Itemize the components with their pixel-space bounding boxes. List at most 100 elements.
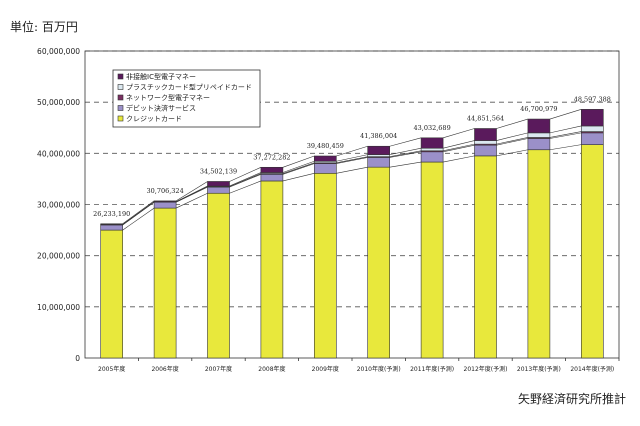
bar-segment-0 bbox=[100, 229, 123, 359]
y-tick-label: 40,000,000 bbox=[37, 149, 80, 158]
series-connector-line bbox=[443, 128, 475, 139]
series-connector-line bbox=[282, 162, 315, 174]
bar-segment-4 bbox=[420, 137, 444, 149]
bar-segment-1 bbox=[100, 224, 123, 231]
total-data-label: 46,700,979 bbox=[520, 105, 557, 113]
legend-label: プラスチックカード型プリペイドカード bbox=[126, 83, 252, 92]
bar-segment-3 bbox=[367, 154, 391, 157]
bar-segment-1 bbox=[367, 157, 391, 168]
bar-segment-1 bbox=[313, 163, 337, 174]
legend-swatch bbox=[117, 105, 124, 111]
bar-segment-0 bbox=[580, 144, 604, 359]
legend-swatch bbox=[117, 94, 124, 101]
bar-segment-3 bbox=[580, 125, 604, 132]
total-data-label: 37,272,282 bbox=[253, 153, 290, 161]
series-connector-line bbox=[229, 174, 262, 188]
series-connector-line bbox=[496, 137, 528, 145]
series-connector-line bbox=[496, 118, 528, 129]
bar-segment-4 bbox=[580, 109, 604, 127]
legend-label: デビット決済サービス bbox=[126, 104, 196, 113]
bar-segment-4 bbox=[367, 145, 391, 155]
bar-segment-1 bbox=[527, 138, 551, 151]
x-tick-label: 2009年度 bbox=[312, 365, 339, 373]
series-connector-line bbox=[122, 200, 155, 225]
y-tick-label: 50,000,000 bbox=[37, 98, 80, 107]
series-connector-line bbox=[282, 160, 315, 173]
x-tick-label: 2006年度 bbox=[151, 365, 178, 373]
legend-swatch bbox=[117, 115, 124, 122]
series-connector-line bbox=[496, 138, 528, 146]
series-connector-line bbox=[549, 144, 582, 151]
bar-segment-4 bbox=[527, 118, 551, 134]
bar-segment-4 bbox=[207, 181, 230, 187]
series-connector-line bbox=[496, 132, 528, 141]
series-connector-line bbox=[336, 154, 368, 162]
series-connector-line bbox=[549, 125, 582, 134]
bar-segment-0 bbox=[313, 172, 337, 359]
series-connector-line bbox=[443, 140, 475, 149]
series-connector-line bbox=[443, 143, 475, 152]
series-connector-line bbox=[229, 180, 262, 194]
source-note: 矢野経済研究所推計 bbox=[517, 392, 626, 406]
legend-box bbox=[112, 69, 261, 128]
series-connector-line bbox=[389, 151, 422, 158]
series-connector-line bbox=[175, 192, 208, 209]
total-data-label: 34,502,139 bbox=[200, 167, 237, 175]
bar-segment-1 bbox=[420, 151, 444, 163]
bar-segment-1 bbox=[260, 174, 284, 182]
series-connector-line bbox=[389, 147, 422, 155]
series-connector-line bbox=[229, 172, 262, 187]
series-connector-line bbox=[389, 150, 422, 157]
series-connector-line bbox=[389, 161, 422, 168]
x-tick-label: 2008年度 bbox=[258, 365, 285, 373]
x-tick-label: 2011年度(予測) bbox=[410, 365, 454, 373]
bar-segment-0 bbox=[207, 192, 230, 359]
bar-segment-3 bbox=[420, 147, 444, 152]
series-connector-line bbox=[282, 155, 315, 168]
bar-segment-3 bbox=[527, 132, 551, 138]
total-data-label: 39,480,459 bbox=[307, 142, 344, 150]
legend-label: ネットワーク型電子マネー bbox=[126, 93, 210, 102]
series-connector-line bbox=[336, 166, 368, 174]
y-tick-label: 20,000,000 bbox=[37, 252, 80, 261]
legend-label: クレジットカード bbox=[126, 115, 182, 123]
series-connector-line bbox=[336, 157, 368, 164]
unit-label: 単位: 百万円 bbox=[10, 20, 78, 34]
y-tick-label: 0 bbox=[75, 354, 80, 363]
x-tick-label: 2014年度(予測) bbox=[570, 365, 614, 373]
bar-segment-0 bbox=[367, 166, 391, 359]
series-connector-line bbox=[389, 137, 422, 147]
bar-segment-1 bbox=[207, 186, 230, 194]
bar-segment-0 bbox=[420, 161, 444, 359]
bar-segment-3 bbox=[474, 140, 497, 145]
total-data-label: 41,386,004 bbox=[360, 132, 397, 140]
bar-segment-1 bbox=[580, 132, 604, 145]
bar-segment-4 bbox=[260, 166, 284, 173]
series-connector-line bbox=[336, 145, 368, 157]
series-connector-line bbox=[282, 172, 315, 182]
series-connector-line bbox=[549, 132, 582, 139]
bar-segment-4 bbox=[100, 223, 123, 225]
total-data-label: 43,032,689 bbox=[413, 124, 450, 132]
x-tick-label: 2007年度 bbox=[205, 365, 232, 373]
series-connector-line bbox=[122, 207, 155, 231]
series-connector-line bbox=[443, 155, 475, 163]
total-data-label: 30,706,324 bbox=[146, 187, 183, 195]
y-tick-label: 30,000,000 bbox=[37, 201, 80, 210]
series-connector-line bbox=[443, 144, 475, 153]
bar-segment-4 bbox=[474, 128, 497, 141]
total-data-label: 26,233,190 bbox=[93, 210, 130, 218]
bar-segment-4 bbox=[153, 200, 177, 202]
series-connector-line bbox=[496, 149, 528, 157]
total-data-label: 48,597,388 bbox=[574, 95, 611, 103]
bar-segment-0 bbox=[153, 207, 177, 359]
series-connector-line bbox=[229, 167, 262, 182]
legend-swatch bbox=[117, 84, 124, 90]
series-connector-line bbox=[229, 173, 262, 187]
x-tick-label: 2005年度 bbox=[98, 365, 125, 373]
series-connector-line bbox=[122, 201, 155, 225]
series-connector-line bbox=[549, 109, 582, 120]
series-connector-line bbox=[336, 156, 368, 164]
